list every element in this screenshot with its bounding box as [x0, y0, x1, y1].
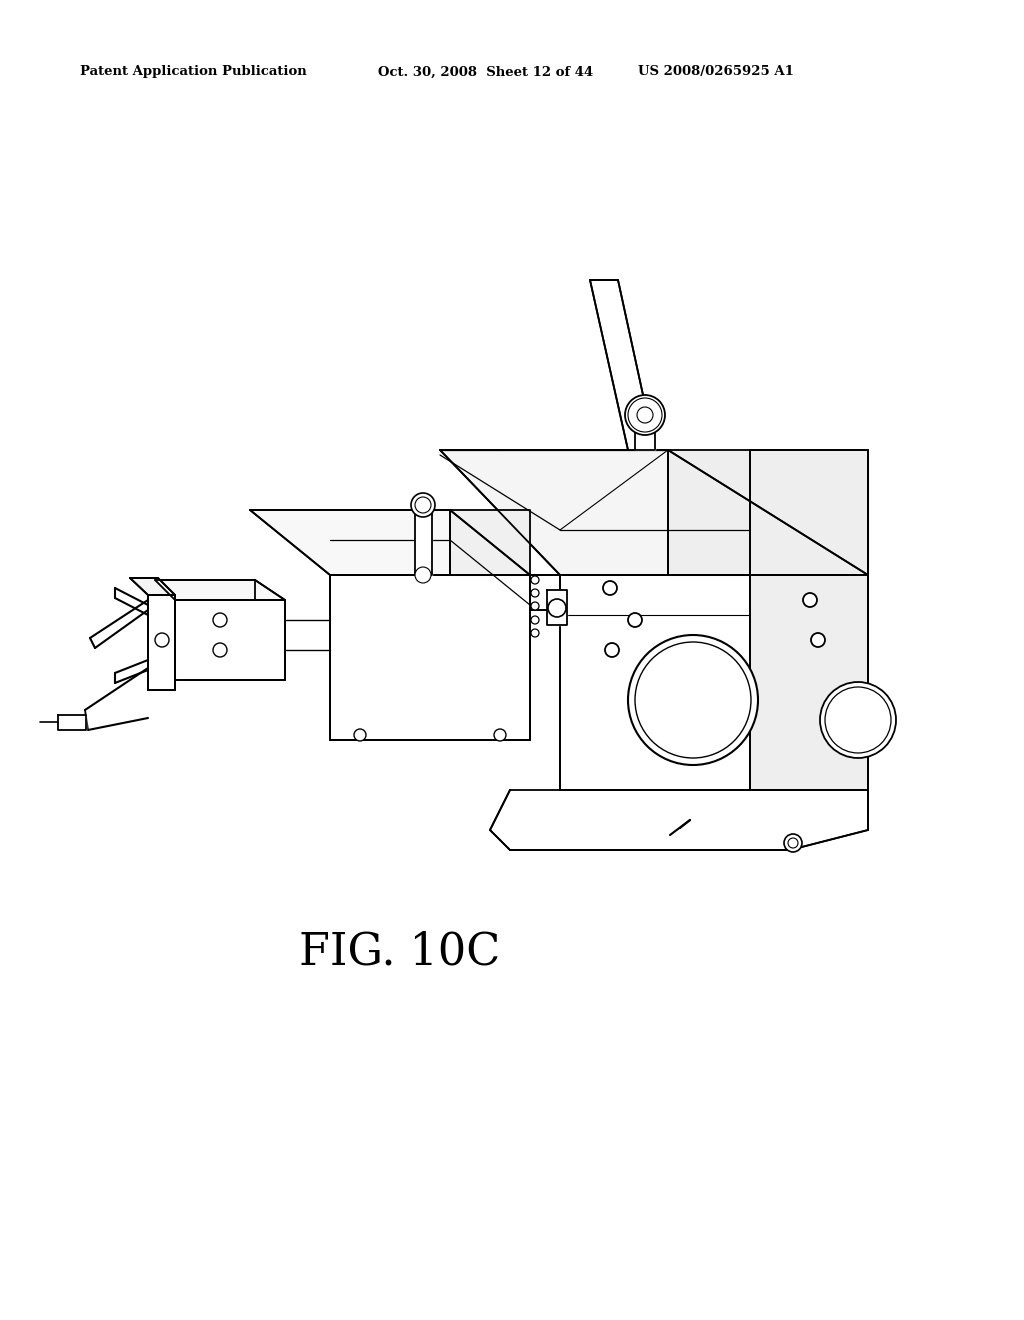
Circle shape — [415, 498, 431, 513]
Polygon shape — [530, 576, 560, 610]
Circle shape — [811, 634, 825, 647]
Text: Patent Application Publication: Patent Application Publication — [80, 66, 307, 78]
Polygon shape — [250, 510, 530, 576]
Circle shape — [788, 838, 798, 847]
Text: US 2008/0265925 A1: US 2008/0265925 A1 — [638, 66, 794, 78]
Circle shape — [820, 682, 896, 758]
Circle shape — [603, 581, 617, 595]
Polygon shape — [148, 595, 175, 690]
Circle shape — [637, 407, 653, 422]
Polygon shape — [490, 789, 868, 850]
Circle shape — [354, 729, 366, 741]
Circle shape — [155, 634, 169, 647]
Circle shape — [628, 399, 662, 432]
Circle shape — [605, 643, 618, 657]
Polygon shape — [450, 510, 530, 576]
Circle shape — [628, 612, 642, 627]
Polygon shape — [560, 576, 868, 789]
Circle shape — [531, 576, 539, 583]
Polygon shape — [330, 576, 530, 741]
Circle shape — [531, 589, 539, 597]
Text: Oct. 30, 2008  Sheet 12 of 44: Oct. 30, 2008 Sheet 12 of 44 — [378, 66, 593, 78]
Circle shape — [625, 395, 665, 436]
Polygon shape — [175, 601, 285, 680]
Text: FIG. 10C: FIG. 10C — [299, 931, 501, 974]
Polygon shape — [415, 510, 432, 576]
Polygon shape — [750, 450, 868, 789]
Circle shape — [415, 568, 431, 583]
Polygon shape — [590, 280, 655, 450]
Circle shape — [531, 616, 539, 624]
Polygon shape — [58, 715, 86, 730]
Polygon shape — [635, 430, 655, 450]
Circle shape — [628, 635, 758, 766]
Polygon shape — [130, 578, 175, 595]
Circle shape — [531, 630, 539, 638]
Circle shape — [803, 593, 817, 607]
Circle shape — [635, 642, 751, 758]
Circle shape — [494, 729, 506, 741]
Circle shape — [784, 834, 802, 851]
Circle shape — [531, 602, 539, 610]
Polygon shape — [155, 579, 285, 601]
Circle shape — [825, 686, 891, 752]
Circle shape — [548, 599, 566, 616]
Polygon shape — [440, 450, 868, 576]
Circle shape — [213, 643, 227, 657]
Circle shape — [411, 492, 435, 517]
Circle shape — [213, 612, 227, 627]
Polygon shape — [668, 450, 868, 576]
Polygon shape — [547, 590, 567, 624]
